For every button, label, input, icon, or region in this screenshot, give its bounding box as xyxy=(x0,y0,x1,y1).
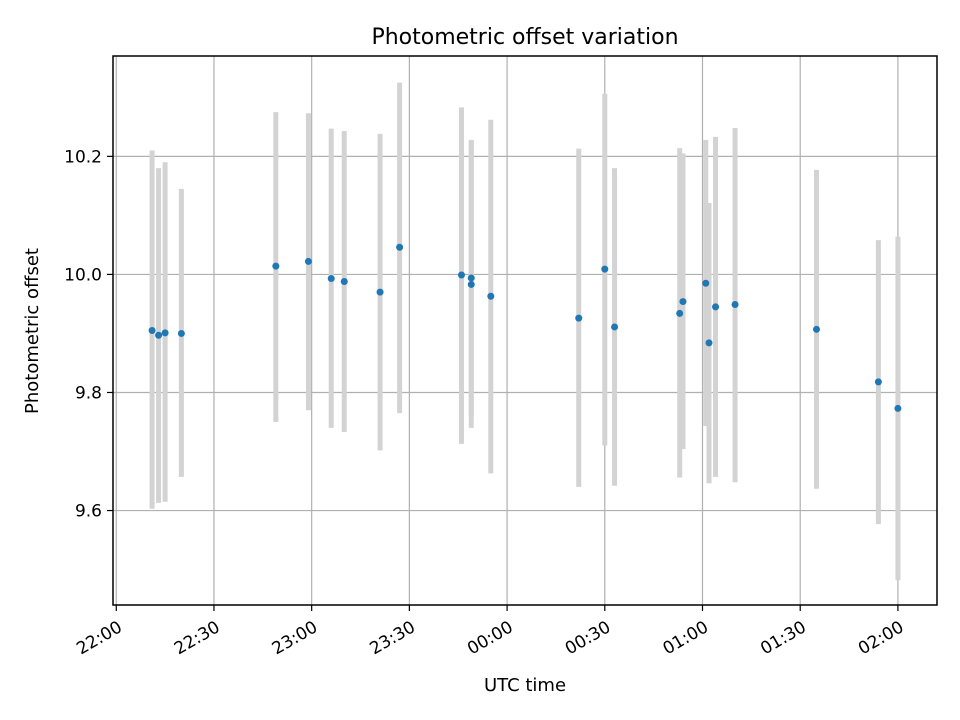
y-tick-label: 9.8 xyxy=(75,383,102,403)
data-point xyxy=(340,278,348,286)
x-axis-label: UTC time xyxy=(484,675,566,696)
data-point xyxy=(487,292,495,300)
data-point xyxy=(304,257,312,265)
data-point xyxy=(601,265,609,273)
data-point xyxy=(575,314,583,322)
data-point xyxy=(272,262,280,270)
x-ticks: 22:00 22:30 23:00 23:30 00:00 00:30 01:00 01:30… xyxy=(73,605,907,659)
data-point xyxy=(457,271,465,279)
x-tick-label: 22:30 xyxy=(171,617,223,659)
data-point xyxy=(611,323,619,331)
x-tick-label: 02:00 xyxy=(855,617,907,659)
data-point xyxy=(376,288,384,296)
chart-title: Photometric offset variation xyxy=(371,25,678,50)
y-tick-label: 10.2 xyxy=(64,147,102,167)
x-tick-label: 01:30 xyxy=(757,617,809,659)
data-point xyxy=(812,325,820,333)
data-point xyxy=(177,329,185,337)
data-point xyxy=(705,339,713,347)
x-tick-label: 23:30 xyxy=(366,617,418,659)
x-tick-label: 00:30 xyxy=(562,617,614,659)
data-point xyxy=(894,404,902,412)
x-tick-label: 00:00 xyxy=(464,617,516,659)
data-point xyxy=(702,279,710,287)
x-tick-label: 22:00 xyxy=(73,617,125,659)
x-tick-label: 01:00 xyxy=(660,617,712,659)
data-point xyxy=(874,378,882,386)
data-point xyxy=(712,303,720,311)
data-point xyxy=(396,243,404,251)
data-point xyxy=(161,329,169,337)
data-point xyxy=(731,301,739,309)
data-point xyxy=(327,275,335,283)
y-axis-label: Photometric offset xyxy=(22,248,43,414)
data-point xyxy=(679,298,687,306)
error-bars xyxy=(149,82,901,581)
x-tick-label: 23:00 xyxy=(269,617,321,659)
plot-frame xyxy=(112,55,938,606)
data-point xyxy=(148,327,156,334)
y-tick-label: 9.6 xyxy=(75,502,102,522)
data-point xyxy=(467,280,475,288)
data-points xyxy=(148,243,902,412)
data-point xyxy=(676,309,684,317)
y-ticks: 9.6 9.8 10.0 10.2 xyxy=(64,147,113,522)
data-point xyxy=(155,331,163,339)
y-tick-label: 10.0 xyxy=(64,265,102,285)
data-point xyxy=(467,274,475,282)
